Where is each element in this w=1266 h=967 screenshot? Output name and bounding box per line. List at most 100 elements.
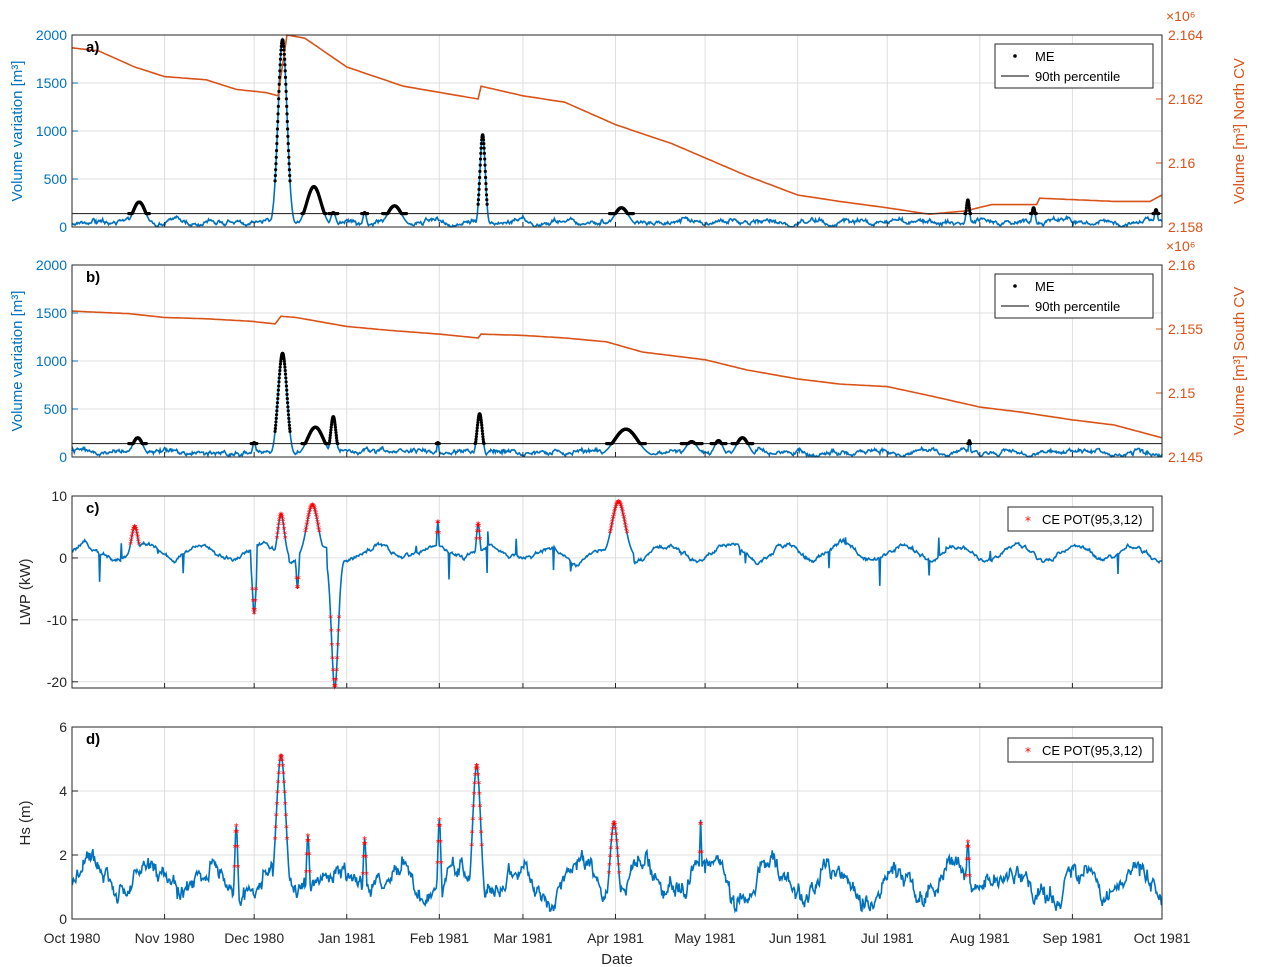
- y-tick-label: 0: [59, 449, 67, 465]
- me-point: [1157, 211, 1161, 216]
- me-point: [286, 413, 291, 417]
- ce-point: *: [964, 872, 969, 883]
- me-point: [631, 211, 636, 216]
- ce-point: *: [278, 511, 283, 522]
- me-point: [283, 57, 287, 61]
- me-point: [476, 202, 480, 206]
- me-point: [276, 112, 280, 116]
- ce-point: *: [328, 613, 333, 624]
- axes-box: [71, 34, 1163, 228]
- me-event-0: [127, 200, 151, 216]
- legend-marker-me: [1013, 54, 1017, 58]
- axes-box: [71, 264, 1163, 458]
- volume-line: [71, 34, 1163, 216]
- me-point: [284, 384, 289, 388]
- ce-point: *: [234, 828, 239, 839]
- me-point: [485, 198, 489, 202]
- me-point: [287, 168, 292, 172]
- legend-box: [1007, 506, 1154, 532]
- me-point: [282, 44, 286, 48]
- me-point: [483, 163, 487, 167]
- ce-point: *: [476, 780, 481, 791]
- me-event-9: [1029, 206, 1038, 216]
- ce-point: *: [469, 842, 474, 853]
- me-point: [329, 431, 333, 435]
- ce-point: *: [316, 521, 321, 532]
- me-point: [283, 368, 287, 373]
- y-tick-label: 6: [59, 719, 67, 735]
- me-point: [288, 179, 292, 183]
- y-tick-label-right: 2.158: [1168, 219, 1203, 235]
- ce-point: *: [274, 800, 279, 811]
- ce-point: *: [331, 676, 336, 687]
- me-event-5: [434, 441, 441, 446]
- ce-point: *: [310, 501, 315, 512]
- y-tick-label: -10: [47, 612, 67, 628]
- me-point: [286, 401, 290, 405]
- ce-point: *: [477, 528, 482, 539]
- ce-event-7: *******: [474, 520, 483, 546]
- me-point: [479, 418, 483, 422]
- me-point: [334, 436, 339, 440]
- ce-point: *: [235, 843, 240, 854]
- me-event-10: [1151, 208, 1161, 216]
- me-point: [327, 441, 332, 445]
- ce-point: *: [329, 641, 334, 652]
- ce-point: *: [474, 762, 479, 773]
- me-point: [277, 376, 281, 380]
- ce-point: *: [280, 756, 285, 767]
- ce-point: *: [250, 585, 255, 596]
- y-axis-label-left: Volume variation [m³]: [9, 61, 26, 202]
- panel-a: 0 500 1000 1500 2000 Volume variation [m³] 2.1…: [9, 8, 1248, 235]
- y-axis-label-left: Volume variation [m³]: [9, 291, 26, 432]
- me-point: [277, 89, 281, 94]
- ce-point: *: [296, 575, 301, 586]
- ce-point: *: [476, 520, 481, 531]
- ce-point: *: [295, 584, 300, 595]
- panel-b: 0 500 1000 1500 2000 Volume variation [m³] 2.1…: [9, 238, 1248, 465]
- me-event-5: [380, 204, 409, 216]
- ce-point: *: [311, 503, 316, 514]
- ce-point: *: [611, 819, 616, 830]
- ce-point: *: [317, 528, 322, 539]
- ce-event-6: ******************: [606, 819, 621, 880]
- ce-point: *: [280, 762, 285, 773]
- ce-point: *: [232, 863, 237, 874]
- ce-point: *: [967, 856, 972, 867]
- me-point: [476, 420, 480, 425]
- ce-point: *: [965, 843, 970, 854]
- ce-point: *: [474, 762, 479, 773]
- ce-point: *: [277, 513, 282, 524]
- exponent-label: ×10⁶: [1166, 8, 1196, 24]
- me-point: [481, 138, 486, 142]
- ce-event-3: *******: [360, 835, 369, 881]
- ce-point: *: [697, 849, 702, 860]
- me-point: [286, 127, 290, 131]
- me-point: [282, 357, 286, 361]
- ce-point: *: [315, 518, 320, 529]
- x-tick-label: Nov 1980: [135, 930, 195, 946]
- me-point: [274, 420, 278, 424]
- ce-point: *: [333, 676, 338, 687]
- ce-point: *: [311, 502, 316, 513]
- ce-event-0: ***************: [128, 523, 141, 551]
- me-point: [274, 416, 278, 420]
- ce-point: *: [473, 765, 478, 776]
- ce-point: *: [621, 514, 626, 525]
- ce-point: *: [612, 821, 617, 832]
- ce-point: *: [252, 610, 257, 621]
- ce-event-5: ***************: [328, 613, 341, 695]
- y-tick-label-right: 2.162: [1168, 91, 1203, 107]
- ce-event-8: *****************************: [608, 498, 630, 539]
- ce-point: *: [614, 830, 619, 841]
- ce-point: *: [283, 811, 288, 822]
- me-point: [968, 441, 973, 446]
- me-point: [479, 420, 484, 425]
- ce-point: *: [471, 802, 476, 813]
- me-point: [474, 437, 478, 441]
- panel-label: c): [86, 500, 99, 517]
- me-point: [328, 433, 332, 437]
- ce-point: *: [278, 753, 283, 764]
- me-event-6: [476, 133, 489, 206]
- me-point: [255, 441, 259, 446]
